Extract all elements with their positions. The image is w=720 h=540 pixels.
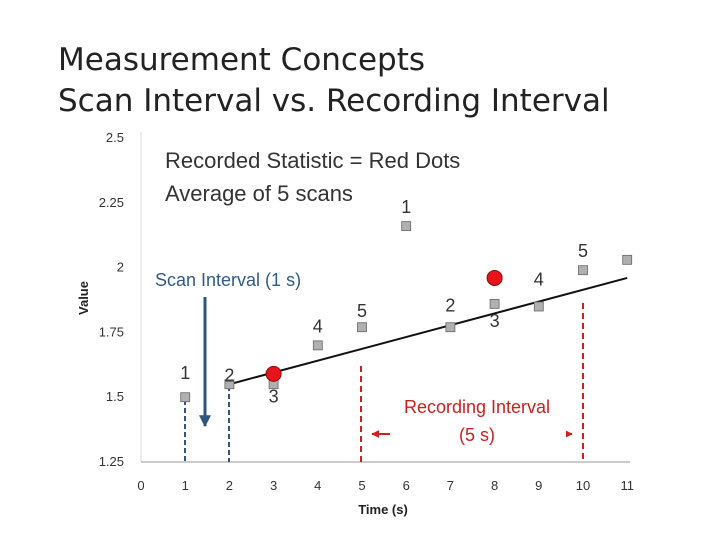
y-tick-label: 1.75 [99, 324, 124, 339]
recording-interval-label-line-1: Recording Interval [404, 397, 550, 417]
scan-number-label: 3 [269, 386, 279, 406]
x-tick-label: 4 [314, 478, 321, 493]
scan-number-label: 2 [445, 296, 455, 316]
y-tick-label: 2.5 [106, 130, 124, 145]
x-tick-label: 3 [270, 478, 277, 493]
scan-point [445, 322, 456, 333]
scan-number-label: 4 [534, 270, 544, 290]
x-tick-label: 0 [137, 478, 144, 493]
y-tick-label: 2 [117, 260, 124, 275]
scan-point [622, 254, 633, 265]
y-tick-label: 1.5 [106, 389, 124, 404]
x-axis-title: Time (s) [358, 502, 408, 517]
x-tick-label: 5 [358, 478, 365, 493]
scan-interval-label: Scan Interval (1 s) [155, 270, 301, 290]
y-tick-label: 2.25 [99, 195, 124, 210]
scan-number-label: 5 [357, 301, 367, 321]
x-tick-label: 1 [182, 478, 189, 493]
scan-point [489, 298, 500, 309]
x-tick-labels: 0 1 2 3 4 5 6 7 8 9 10 11 [137, 478, 634, 493]
y-axis-title: Value [76, 281, 91, 315]
slide-title-line-1: Measurement Concepts [58, 42, 426, 78]
recorded-points [265, 269, 503, 382]
scan-points [180, 221, 633, 403]
scan-number-label: 1 [180, 363, 190, 383]
x-tick-label: 7 [447, 478, 454, 493]
slide-title: Measurement Concepts Scan Interval vs. R… [58, 40, 610, 122]
scan-point [533, 301, 544, 312]
recorded-point [265, 365, 282, 382]
annotation-header: Recorded Statistic = Red Dots Average of… [165, 148, 460, 206]
scan-number-label: 3 [490, 311, 500, 331]
header-line-1: Recorded Statistic = Red Dots [165, 148, 460, 173]
x-tick-label: 9 [535, 478, 542, 493]
x-tick-label: 2 [226, 478, 233, 493]
scan-point [224, 379, 235, 390]
scan-interval-annotation: Scan Interval (1 s) [155, 270, 301, 462]
scan-point [578, 265, 588, 276]
slide-title-line-2: Scan Interval vs. Recording Interval [58, 83, 610, 119]
y-tick-labels: 1.25 1.5 1.75 2 2.25 2.5 [99, 130, 124, 469]
scan-number-label: 2 [224, 366, 234, 386]
recording-interval-label-backdrop [390, 392, 566, 450]
x-tick-label: 10 [576, 478, 590, 493]
scan-point [357, 322, 367, 333]
x-tick-label: 6 [403, 478, 410, 493]
scan-number-label: 4 [313, 316, 323, 336]
recorded-point [486, 269, 503, 286]
scan-point [180, 392, 191, 403]
scan-number-label: 5 [578, 241, 588, 261]
scan-number-labels: 1 2 3 4 5 1 2 3 4 5 [180, 197, 588, 406]
trend-line [229, 277, 628, 386]
x-tick-label: 8 [491, 478, 498, 493]
scan-point [401, 221, 412, 232]
recording-interval-annotation: Recording Interval (5 s) [360, 303, 584, 462]
x-tick-label: 11 [620, 478, 634, 493]
scan-point [312, 340, 323, 351]
y-tick-label: 1.25 [99, 454, 124, 469]
header-line-2: Average of 5 scans [165, 181, 353, 206]
recording-interval-label-line-2: (5 s) [459, 425, 495, 445]
scan-number-label: 1 [401, 197, 411, 217]
